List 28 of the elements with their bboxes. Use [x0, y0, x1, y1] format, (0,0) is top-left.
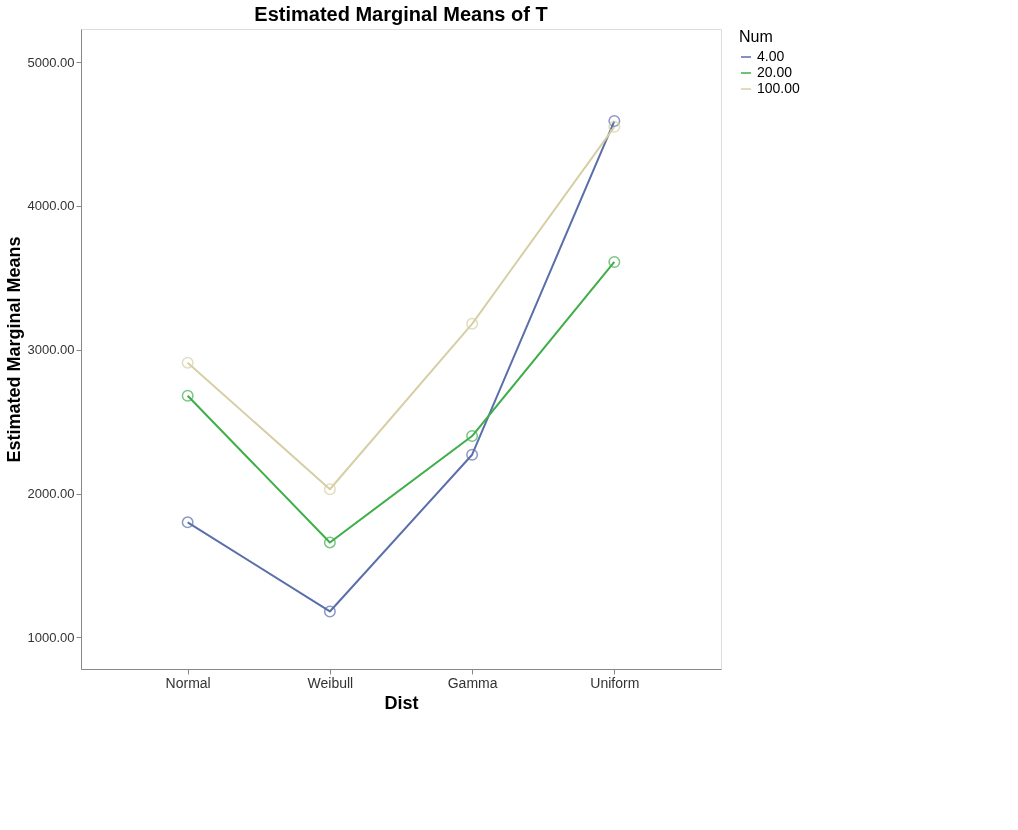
y-tick-label: 1000.00 [27, 629, 75, 645]
y-tick-label: 3000.00 [27, 342, 75, 358]
point [181, 356, 194, 369]
point [323, 536, 336, 549]
point [323, 605, 336, 618]
x-tick-label: Gamma [447, 674, 498, 691]
legend-label: 4.00 [757, 48, 785, 64]
y-tick-label: 5000.00 [27, 54, 75, 70]
y-tick-label: 2000.00 [27, 486, 75, 502]
point [466, 430, 479, 442]
point [608, 256, 621, 268]
x-axis-title: Dist [384, 692, 419, 713]
point [181, 516, 194, 529]
y-tick-label: 4000.00 [27, 198, 75, 214]
chart-title: Estimated Marginal Means of T [254, 3, 548, 25]
point [608, 115, 621, 128]
legend-label: 20.00 [757, 64, 793, 80]
x-tick-label: Uniform [590, 674, 640, 691]
y-axis-title: Estimated Marginal Means [3, 236, 24, 463]
point [323, 483, 336, 496]
legend-label: 100.00 [757, 80, 801, 96]
point [181, 389, 194, 402]
legend-title: Num [739, 28, 773, 45]
point [608, 120, 621, 133]
x-tick-label: Normal [165, 674, 211, 691]
point [466, 448, 479, 461]
point [466, 317, 479, 330]
x-tick-label: Weibull [307, 674, 354, 691]
